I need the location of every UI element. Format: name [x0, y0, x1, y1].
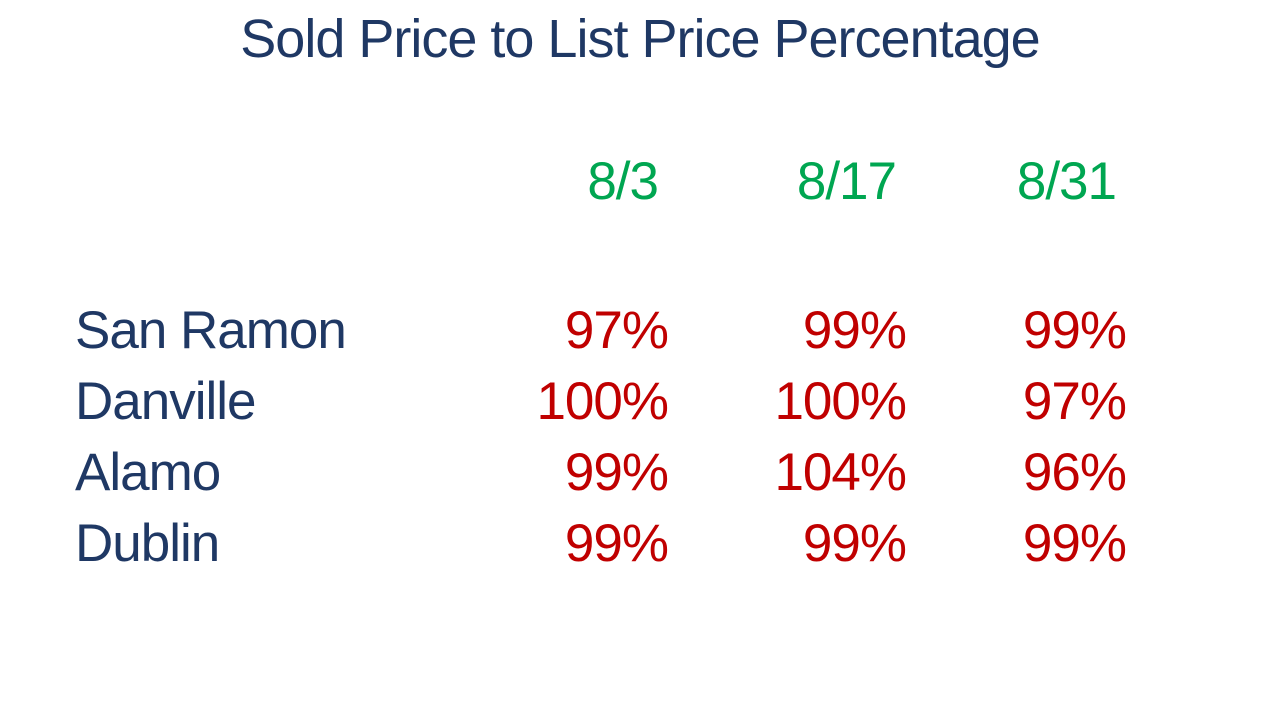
- value-danville-2: 100%: [774, 372, 907, 431]
- value-dublin-2: 99%: [802, 514, 907, 573]
- header-body-gap: [75, 217, 1126, 295]
- city-label-dublin: Dublin: [75, 514, 220, 573]
- value-danville-1: 100%: [536, 372, 669, 431]
- value-san-ramon-3: 99%: [1022, 301, 1127, 360]
- value-san-ramon-2: 99%: [802, 301, 907, 360]
- value-alamo-1: 99%: [564, 443, 669, 502]
- date-header-1: 8/3: [587, 152, 659, 211]
- city-label-danville: Danville: [75, 372, 257, 431]
- date-header-2: 8/17: [796, 152, 897, 211]
- value-dublin-3: 99%: [1022, 514, 1127, 573]
- table-corner-spacer: [75, 146, 455, 217]
- value-alamo-2: 104%: [774, 443, 907, 502]
- value-dublin-1: 99%: [564, 514, 669, 573]
- value-alamo-3: 96%: [1022, 443, 1127, 502]
- page-title: Sold Price to List Price Percentage: [240, 9, 1040, 69]
- city-label-alamo: Alamo: [75, 443, 221, 502]
- city-label-san-ramon: San Ramon: [75, 301, 347, 360]
- date-header-3: 8/31: [1016, 152, 1117, 211]
- value-danville-3: 97%: [1022, 372, 1127, 431]
- price-table: 8/3 8/17 8/31 San Ramon 97% 99% 99% Danv…: [75, 146, 1127, 579]
- value-san-ramon-1: 97%: [564, 301, 669, 360]
